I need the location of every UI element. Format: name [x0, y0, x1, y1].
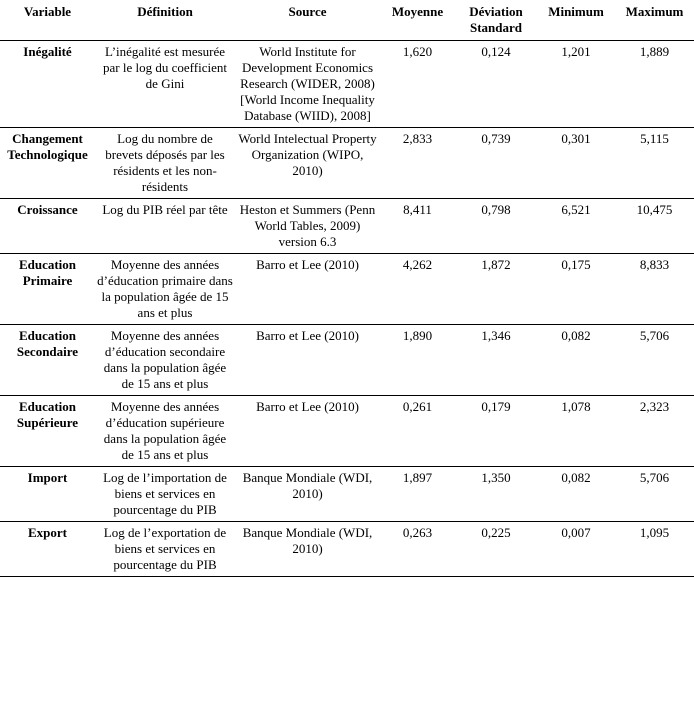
cell-moyenne: 2,833: [380, 128, 455, 199]
cell-variable: Education Supérieure: [0, 396, 95, 467]
cell-variable: Education Secondaire: [0, 325, 95, 396]
cell-deviation: 0,798: [455, 199, 537, 254]
cell-maximum: 1,889: [615, 41, 694, 128]
table-row: ExportLog de l’exportation de biens et s…: [0, 522, 694, 577]
cell-moyenne: 4,262: [380, 254, 455, 325]
col-moyenne: Moyenne: [380, 0, 455, 41]
cell-deviation: 0,225: [455, 522, 537, 577]
col-source: Source: [235, 0, 380, 41]
cell-definition: Log de l’importation de biens et service…: [95, 467, 235, 522]
cell-variable: Import: [0, 467, 95, 522]
cell-source: Barro et Lee (2010): [235, 254, 380, 325]
cell-source: Heston et Summers (Penn World Tables, 20…: [235, 199, 380, 254]
cell-maximum: 10,475: [615, 199, 694, 254]
cell-minimum: 0,007: [537, 522, 615, 577]
table-header-row: Variable Définition Source Moyenne Dévia…: [0, 0, 694, 41]
cell-deviation: 0,179: [455, 396, 537, 467]
cell-minimum: 1,078: [537, 396, 615, 467]
cell-maximum: 2,323: [615, 396, 694, 467]
cell-source: World Intelectual Property Organization …: [235, 128, 380, 199]
cell-deviation: 0,124: [455, 41, 537, 128]
table-row: InégalitéL’inégalité est mesurée par le …: [0, 41, 694, 128]
cell-moyenne: 0,263: [380, 522, 455, 577]
cell-source: Banque Mondiale (WDI, 2010): [235, 467, 380, 522]
table-row: Education PrimaireMoyenne des années d’é…: [0, 254, 694, 325]
cell-definition: Log du PIB réel par tête: [95, 199, 235, 254]
cell-maximum: 1,095: [615, 522, 694, 577]
table-body: InégalitéL’inégalité est mesurée par le …: [0, 41, 694, 577]
cell-moyenne: 1,620: [380, 41, 455, 128]
table-row: Education SecondaireMoyenne des années d…: [0, 325, 694, 396]
cell-variable: Education Primaire: [0, 254, 95, 325]
cell-variable: Export: [0, 522, 95, 577]
cell-maximum: 5,115: [615, 128, 694, 199]
cell-definition: L’inégalité est mesurée par le log du co…: [95, 41, 235, 128]
cell-deviation: 1,350: [455, 467, 537, 522]
col-definition: Définition: [95, 0, 235, 41]
cell-source: Barro et Lee (2010): [235, 396, 380, 467]
cell-moyenne: 0,261: [380, 396, 455, 467]
table-row: ImportLog de l’importation de biens et s…: [0, 467, 694, 522]
cell-maximum: 5,706: [615, 325, 694, 396]
col-minimum: Minimum: [537, 0, 615, 41]
cell-maximum: 8,833: [615, 254, 694, 325]
cell-maximum: 5,706: [615, 467, 694, 522]
cell-moyenne: 1,890: [380, 325, 455, 396]
cell-source: Banque Mondiale (WDI, 2010): [235, 522, 380, 577]
cell-deviation: 1,872: [455, 254, 537, 325]
cell-minimum: 0,175: [537, 254, 615, 325]
cell-variable: Inégalité: [0, 41, 95, 128]
col-variable: Variable: [0, 0, 95, 41]
cell-moyenne: 8,411: [380, 199, 455, 254]
cell-definition: Log du nombre de brevets déposés par les…: [95, 128, 235, 199]
cell-deviation: 0,739: [455, 128, 537, 199]
cell-minimum: 0,082: [537, 325, 615, 396]
col-maximum: Maximum: [615, 0, 694, 41]
cell-minimum: 6,521: [537, 199, 615, 254]
cell-source: World Institute for Development Economic…: [235, 41, 380, 128]
cell-source: Barro et Lee (2010): [235, 325, 380, 396]
cell-deviation: 1,346: [455, 325, 537, 396]
cell-definition: Moyenne des années d’éducation supérieur…: [95, 396, 235, 467]
table-row: Changement TechnologiqueLog du nombre de…: [0, 128, 694, 199]
cell-definition: Log de l’exportation de biens et service…: [95, 522, 235, 577]
cell-definition: Moyenne des années d’éducation secondair…: [95, 325, 235, 396]
stats-table: Variable Définition Source Moyenne Dévia…: [0, 0, 694, 577]
table-row: CroissanceLog du PIB réel par têteHeston…: [0, 199, 694, 254]
cell-variable: Croissance: [0, 199, 95, 254]
cell-minimum: 0,301: [537, 128, 615, 199]
cell-variable: Changement Technologique: [0, 128, 95, 199]
cell-moyenne: 1,897: [380, 467, 455, 522]
table-row: Education SupérieureMoyenne des années d…: [0, 396, 694, 467]
cell-minimum: 0,082: [537, 467, 615, 522]
col-deviation-standard: Déviation Standard: [455, 0, 537, 41]
cell-definition: Moyenne des années d’éducation primaire …: [95, 254, 235, 325]
cell-minimum: 1,201: [537, 41, 615, 128]
